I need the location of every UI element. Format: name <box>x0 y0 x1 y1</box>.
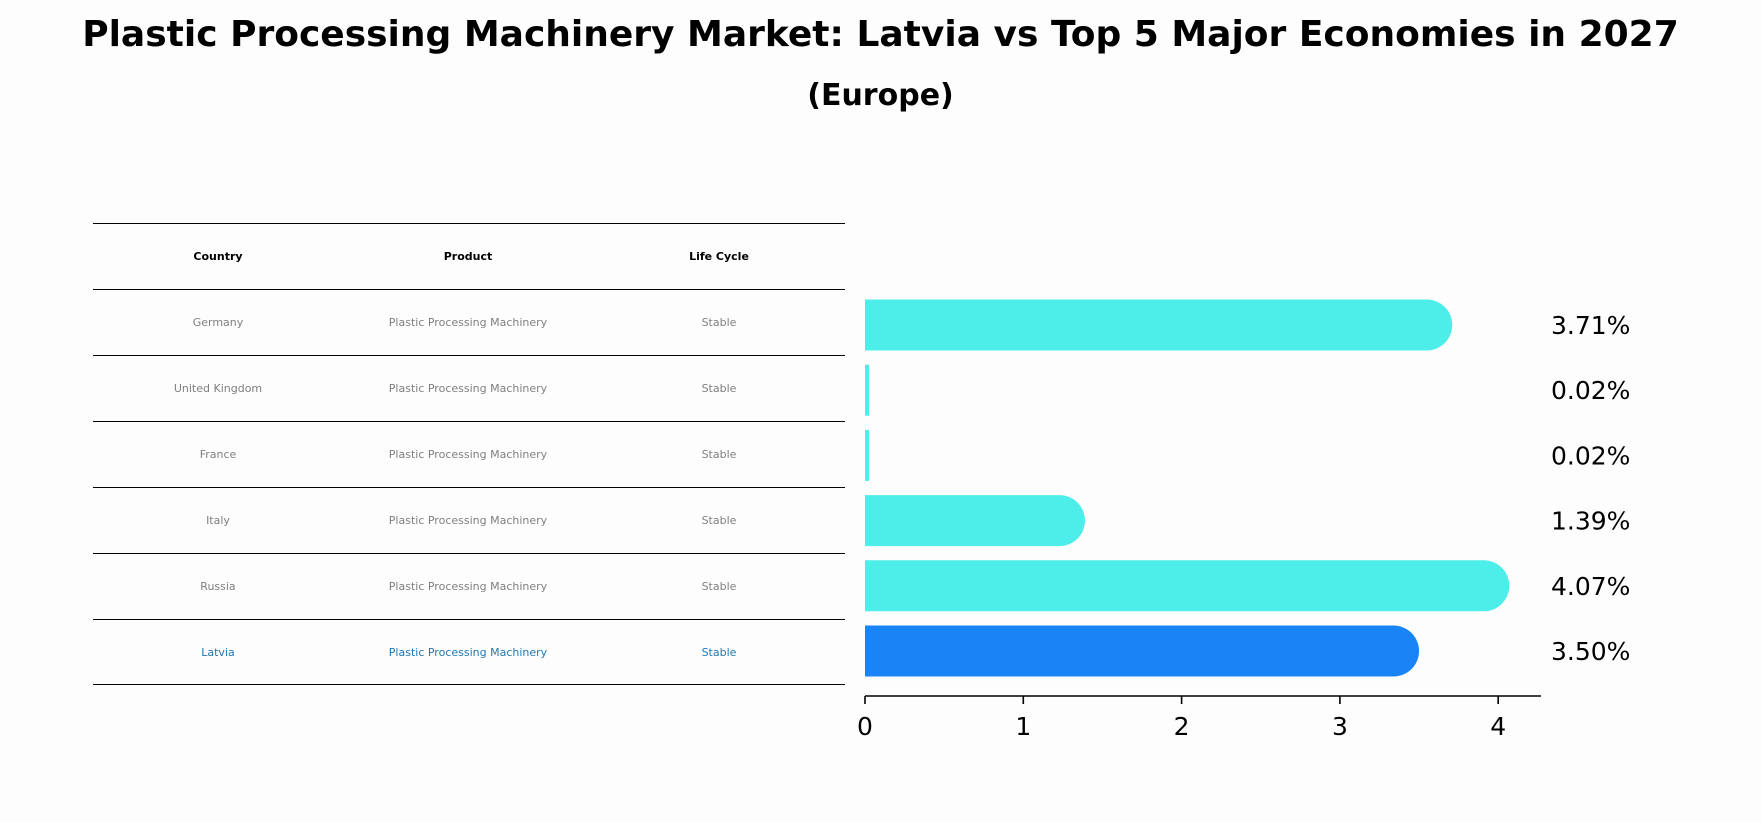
country-cell: United Kingdom <box>173 382 263 395</box>
header-country: Country <box>193 250 243 263</box>
bar-value-label: 4.07% <box>1551 572 1630 601</box>
header-product: Product <box>443 250 493 263</box>
table-row: Italy Plastic Processing Machinery Stabl… <box>93 487 845 553</box>
bar <box>865 364 869 416</box>
bar-value-label: 1.39% <box>1551 507 1630 536</box>
country-cell: Russia <box>200 580 236 593</box>
table-row: Germany Plastic Processing Machinery Sta… <box>93 289 845 355</box>
chart-subtitle: (Europe) <box>807 78 954 113</box>
x-tick-label: 0 <box>857 712 873 741</box>
bar-value-label: 0.02% <box>1551 376 1630 405</box>
country-cell: France <box>199 448 237 461</box>
life-cycle-cell: Stable <box>701 316 737 329</box>
bar <box>865 495 1086 547</box>
x-axis: 0 1 2 3 4 <box>857 695 1541 741</box>
header-life-cycle: Life Cycle <box>689 250 749 263</box>
life-cycle-cell: Stable <box>701 382 737 395</box>
bar <box>864 299 1453 351</box>
life-cycle-cell: Stable <box>701 580 737 593</box>
x-tick-label: 4 <box>1490 712 1506 741</box>
product-cell: Plastic Processing Machinery <box>388 580 548 593</box>
bar-value-label: 3.71% <box>1551 311 1630 340</box>
bar <box>865 560 1510 612</box>
life-cycle-cell: Stable <box>701 514 737 527</box>
table-header-row: Country Product Life Cycle <box>93 223 845 289</box>
bar-value-label: 3.50% <box>1551 637 1630 666</box>
life-cycle-cell: Stable <box>701 448 737 461</box>
table-row-highlighted: Latvia Plastic Processing Machinery Stab… <box>93 619 845 685</box>
data-table: Country Product Life Cycle Germany Plast… <box>93 223 845 685</box>
x-tick-label: 3 <box>1332 712 1348 741</box>
product-cell: Plastic Processing Machinery <box>388 514 548 527</box>
table-row: France Plastic Processing Machinery Stab… <box>93 421 845 487</box>
x-tick-label: 2 <box>1174 712 1190 741</box>
bar-highlighted <box>865 625 1420 677</box>
bar-value-label: 0.02% <box>1551 441 1630 470</box>
product-cell: Plastic Processing Machinery <box>388 316 548 329</box>
country-cell: Germany <box>192 316 244 329</box>
chart-title: Plastic Processing Machinery Market: Lat… <box>82 14 1679 55</box>
bar <box>865 429 869 481</box>
x-tick-label: 1 <box>1015 712 1031 741</box>
country-cell: Italy <box>206 514 230 527</box>
table-row: United Kingdom Plastic Processing Machin… <box>93 355 845 421</box>
product-cell: Plastic Processing Machinery <box>388 645 548 659</box>
table-row: Russia Plastic Processing Machinery Stab… <box>93 553 845 619</box>
bars-group <box>864 299 1510 677</box>
country-cell: Latvia <box>201 645 235 659</box>
life-cycle-cell: Stable <box>701 645 737 659</box>
product-cell: Plastic Processing Machinery <box>388 448 548 461</box>
value-labels-group: 3.71% 0.02% 0.02% 1.39% 4.07% 3.50% <box>1551 311 1630 666</box>
product-cell: Plastic Processing Machinery <box>388 382 548 395</box>
